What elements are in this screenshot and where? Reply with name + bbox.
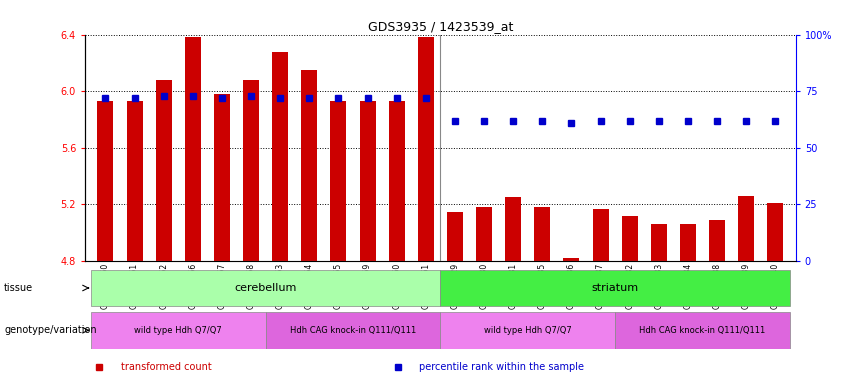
- Text: wild type Hdh Q7/Q7: wild type Hdh Q7/Q7: [484, 326, 572, 335]
- Bar: [476, 207, 492, 261]
- Bar: [418, 37, 434, 261]
- Bar: [98, 101, 113, 261]
- Bar: [441, 312, 615, 349]
- Bar: [243, 80, 259, 261]
- Bar: [441, 270, 790, 306]
- Text: striatum: striatum: [591, 283, 639, 293]
- Bar: [709, 220, 725, 261]
- Bar: [651, 224, 667, 261]
- Bar: [91, 270, 441, 306]
- Bar: [266, 312, 441, 349]
- Bar: [592, 209, 608, 261]
- Text: transformed count: transformed count: [121, 362, 211, 372]
- Bar: [389, 101, 405, 261]
- Text: Hdh CAG knock-in Q111/Q111: Hdh CAG knock-in Q111/Q111: [639, 326, 766, 335]
- Bar: [185, 37, 201, 261]
- Bar: [156, 80, 172, 261]
- Text: genotype/variation: genotype/variation: [4, 325, 97, 335]
- Text: percentile rank within the sample: percentile rank within the sample: [419, 362, 584, 372]
- Bar: [738, 196, 754, 261]
- Bar: [680, 224, 696, 261]
- Bar: [91, 312, 266, 349]
- Bar: [214, 94, 230, 261]
- Text: tissue: tissue: [4, 283, 33, 293]
- Bar: [505, 197, 521, 261]
- Bar: [301, 70, 317, 261]
- Bar: [768, 203, 783, 261]
- Bar: [272, 51, 288, 261]
- Text: Hdh CAG knock-in Q111/Q111: Hdh CAG knock-in Q111/Q111: [290, 326, 416, 335]
- Text: wild type Hdh Q7/Q7: wild type Hdh Q7/Q7: [134, 326, 222, 335]
- Bar: [622, 216, 637, 261]
- Bar: [447, 212, 463, 261]
- Text: cerebellum: cerebellum: [235, 283, 297, 293]
- Bar: [563, 258, 580, 261]
- Title: GDS3935 / 1423539_at: GDS3935 / 1423539_at: [368, 20, 513, 33]
- Bar: [534, 207, 551, 261]
- Bar: [360, 101, 375, 261]
- Bar: [127, 101, 143, 261]
- Bar: [330, 101, 346, 261]
- Bar: [615, 312, 790, 349]
